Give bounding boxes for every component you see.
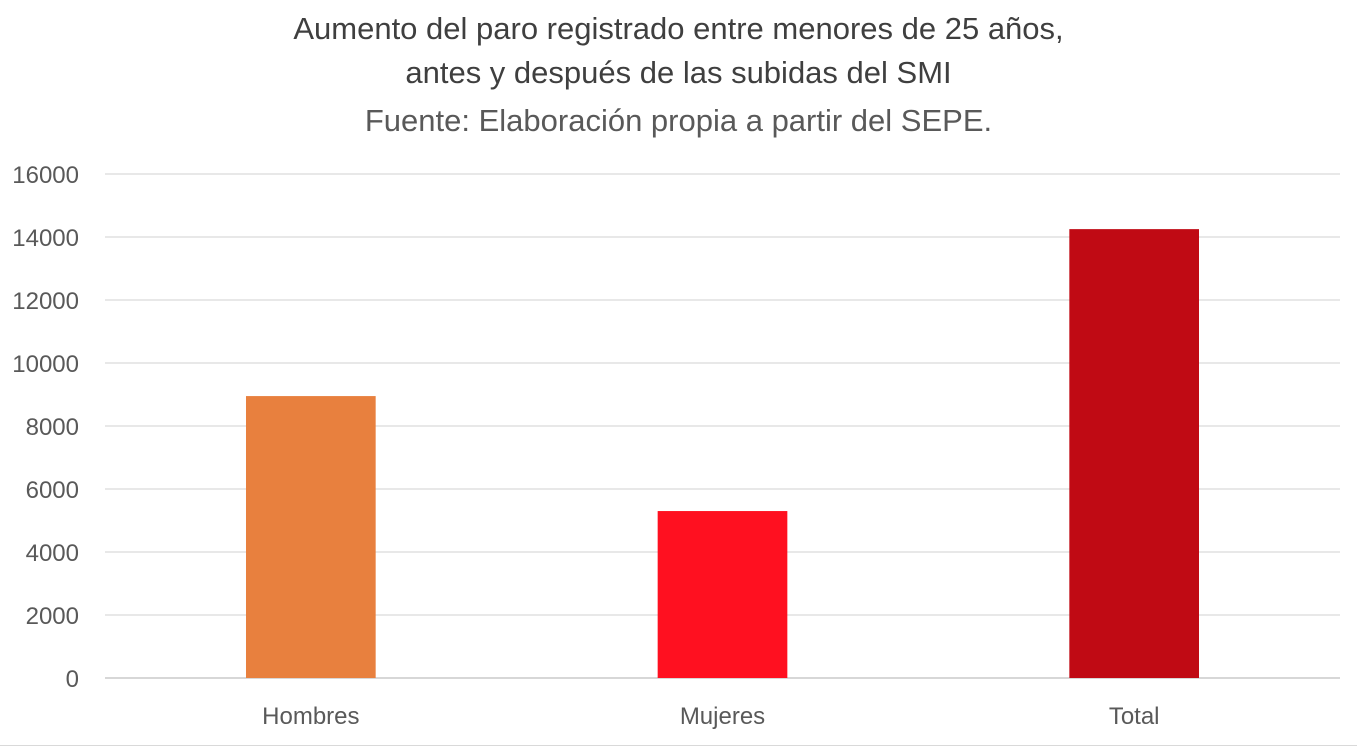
y-tick-label: 6000 — [26, 477, 79, 504]
y-tick-label: 0 — [66, 666, 79, 693]
x-tick-label-total: Total — [1109, 703, 1160, 730]
y-tick-label: 4000 — [26, 540, 79, 567]
y-tick-label: 16000 — [12, 162, 79, 189]
bar-mujeres — [657, 511, 788, 678]
x-tick-label-mujeres: Mujeres — [680, 703, 765, 730]
bar-total — [1069, 229, 1200, 678]
y-tick-label: 8000 — [26, 414, 79, 441]
chart-title-line-2: antes y después de las subidas del SMI — [405, 55, 952, 90]
y-tick-label: 14000 — [12, 225, 79, 252]
chart-subtitle: Fuente: Elaboración propia a partir del … — [364, 103, 993, 138]
y-tick-label: 10000 — [12, 351, 79, 378]
y-tick-label: 12000 — [12, 288, 79, 315]
bar-hombres — [245, 396, 376, 678]
bottom-divider — [0, 745, 1357, 746]
x-axis-ticks: Hombres Mujeres Total — [262, 703, 1159, 730]
x-tick-label-hombres: Hombres — [262, 703, 359, 730]
y-axis-ticks: 0 2000 4000 6000 8000 10000 12000 14000 16000 — [12, 162, 79, 693]
bars — [245, 229, 1200, 678]
chart-title-line-1: Aumento del paro registrado entre menore… — [293, 11, 1064, 46]
y-tick-label: 2000 — [26, 603, 79, 630]
